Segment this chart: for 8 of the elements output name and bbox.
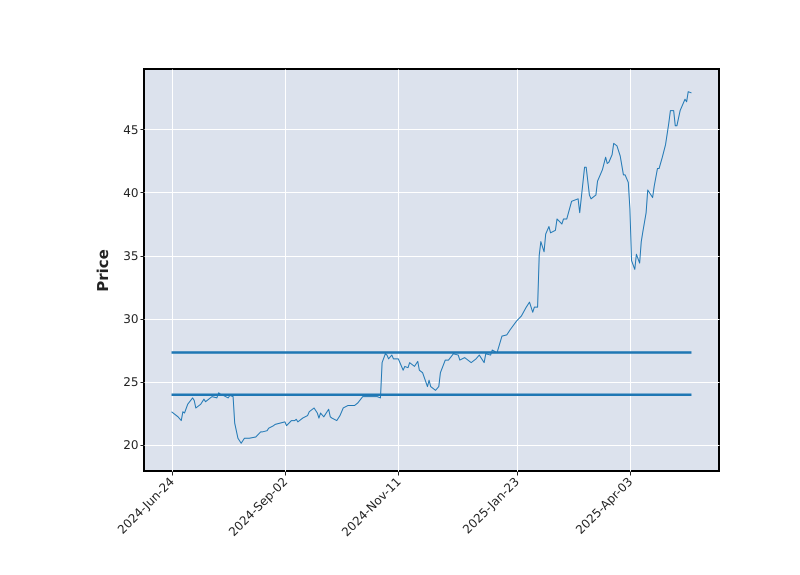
- y-tick-label: 40: [123, 186, 138, 200]
- y-tick-label: 30: [123, 312, 138, 326]
- y-axis-title: Price: [94, 249, 112, 292]
- y-tick-label: 20: [123, 438, 138, 452]
- y-tick-label: 45: [123, 122, 138, 137]
- y-tick-label: 35: [123, 249, 138, 264]
- line-series: [171, 91, 692, 444]
- y-tick-label: 25: [123, 375, 138, 390]
